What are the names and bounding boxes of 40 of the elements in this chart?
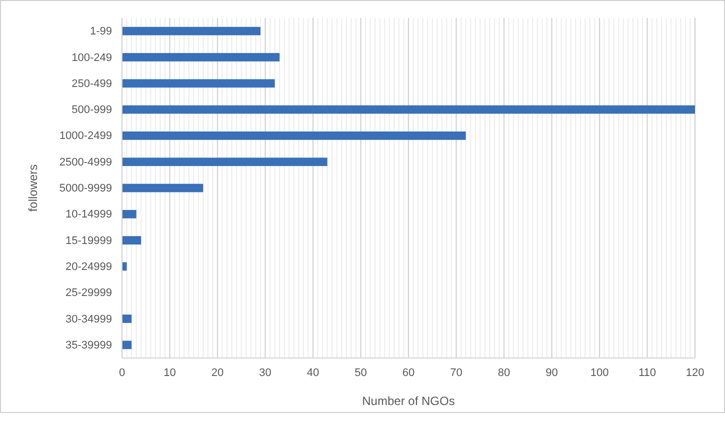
x-tick-label: 80 bbox=[498, 366, 510, 379]
bar bbox=[122, 158, 328, 166]
y-tick-label: 500-999 bbox=[72, 104, 112, 116]
y-tick-label: 30-34999 bbox=[66, 313, 112, 326]
x-tick-label: 90 bbox=[546, 366, 558, 379]
y-tick-label: 5000-9999 bbox=[59, 182, 112, 195]
x-tick-label: 100 bbox=[590, 366, 609, 379]
x-tick-label: 50 bbox=[354, 366, 367, 379]
x-tick-label: 30 bbox=[259, 366, 272, 379]
bar bbox=[122, 210, 136, 218]
x-tick-label: 60 bbox=[402, 366, 415, 379]
x-tick-label: 20 bbox=[211, 366, 224, 379]
bar bbox=[122, 79, 275, 88]
bar bbox=[122, 236, 142, 244]
x-tick-label: 120 bbox=[686, 366, 704, 379]
y-tick-label: 1-99 bbox=[90, 26, 112, 38]
x-axis-title: Number of NGOs bbox=[362, 394, 455, 408]
y-tick-label: 20-24999 bbox=[66, 260, 112, 273]
x-tick-label: 110 bbox=[638, 366, 656, 379]
y-axis-title: followers bbox=[26, 164, 40, 212]
bar bbox=[122, 340, 132, 350]
y-tick-label: 25-29999 bbox=[66, 287, 112, 300]
bar bbox=[122, 26, 260, 36]
y-tick-label: 250-499 bbox=[72, 78, 112, 90]
x-tick-label: 40 bbox=[306, 366, 320, 379]
bar bbox=[122, 262, 127, 271]
y-tick-label: 15-19999 bbox=[66, 234, 112, 247]
bar bbox=[122, 132, 466, 140]
bar bbox=[122, 53, 280, 62]
y-tick-label: 35-39999 bbox=[66, 339, 112, 352]
y-tick-label: 1000-2499 bbox=[59, 130, 112, 142]
y-tick-label: 100-249 bbox=[72, 52, 112, 64]
bar bbox=[122, 105, 695, 114]
y-tick-label: 2500-4999 bbox=[59, 156, 112, 168]
x-tick-label: 0 bbox=[118, 366, 126, 379]
x-tick-label: 10 bbox=[164, 366, 176, 379]
x-tick-label: 70 bbox=[450, 366, 462, 379]
y-tick-label: 10-14999 bbox=[66, 208, 112, 221]
bar bbox=[122, 184, 204, 192]
bar bbox=[122, 314, 132, 323]
